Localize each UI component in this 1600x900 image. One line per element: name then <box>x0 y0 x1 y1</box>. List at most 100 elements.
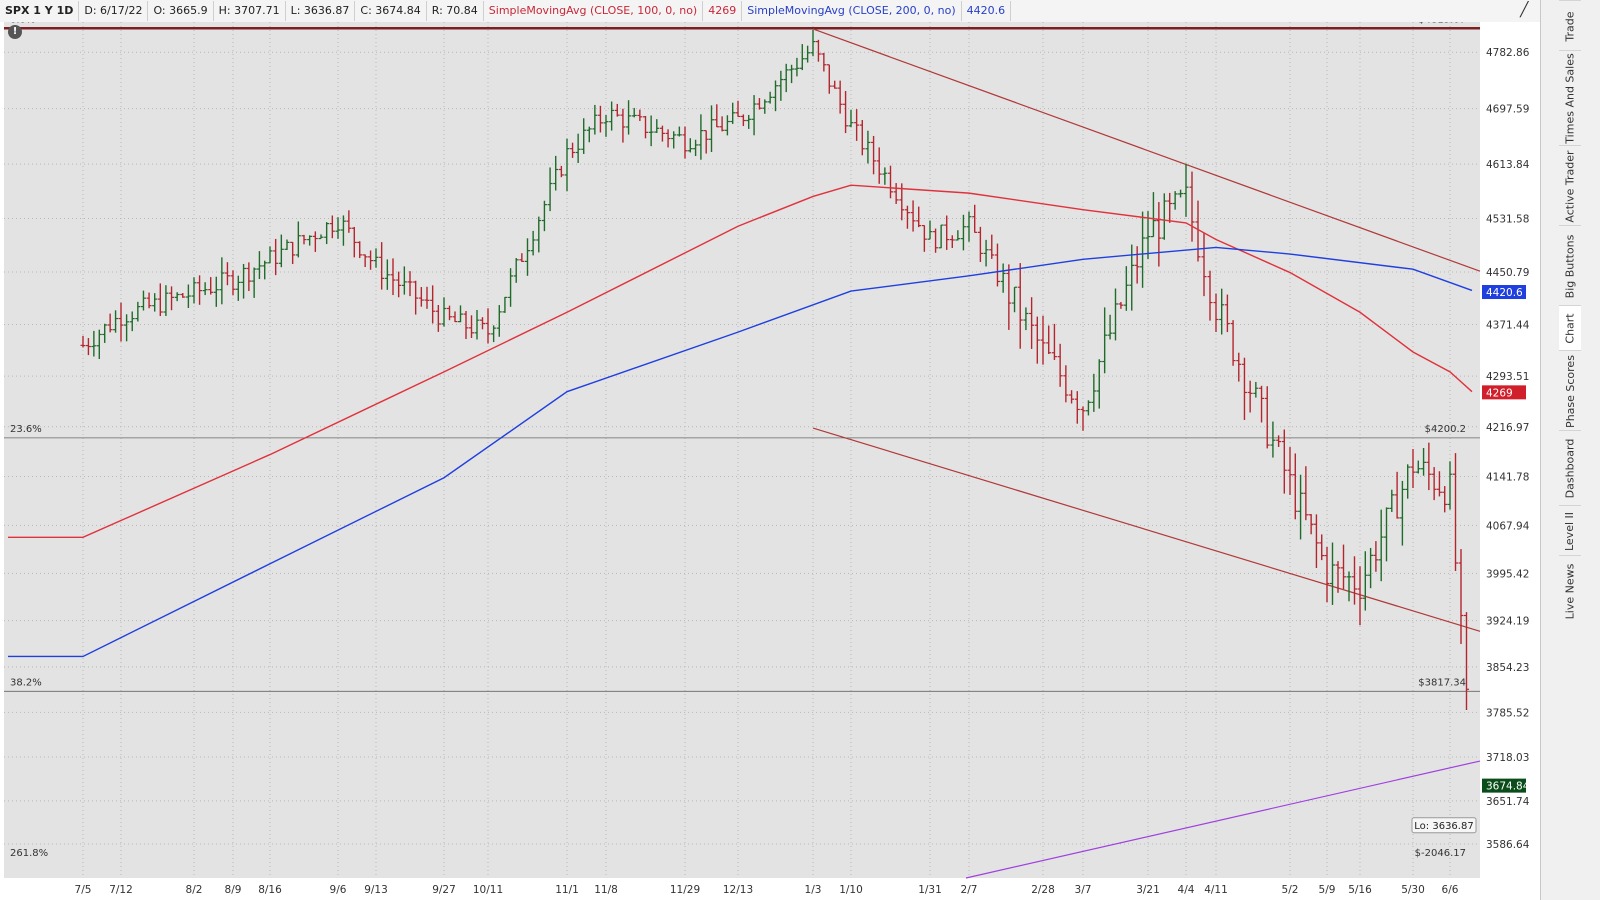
ohlc-bar <box>424 286 430 309</box>
sidebar: Trade Times And Sales Active Trader Big But… <box>1540 0 1600 900</box>
ohlc-bar <box>301 234 307 245</box>
ohlc-bar <box>219 257 225 305</box>
ohlc-bar <box>904 205 910 229</box>
ohlc-bar <box>1373 541 1379 572</box>
ohlc-bar <box>553 155 559 191</box>
symbol-label[interactable]: SPX 1 Y 1D <box>0 1 80 21</box>
ohlc-bar <box>251 267 257 298</box>
fib-price-label-3: $-2046.17 <box>1415 848 1466 859</box>
ohlc-bar <box>1118 302 1124 309</box>
ohlc-bar <box>865 130 871 164</box>
ohlc-bar <box>609 101 615 131</box>
ohlc-bar <box>496 305 502 337</box>
x-tick-label-7: 9/27 <box>432 884 456 896</box>
ohlc-bar <box>491 325 497 343</box>
ohlc-bar <box>169 286 175 311</box>
ohlc-bar <box>778 70 784 101</box>
sidebar-tab-trade[interactable]: Trade <box>1559 0 1581 51</box>
ohlc-bar <box>230 270 236 296</box>
sidebar-tab-label: Chart <box>1563 313 1577 344</box>
ohlc-bar <box>174 292 180 302</box>
ohlc-bar <box>485 308 491 344</box>
ohlc-bar <box>152 293 158 312</box>
x-tick-label-8: 10/11 <box>473 884 503 896</box>
date-readout: D: 6/17/22 <box>79 1 149 21</box>
ohlc-bar <box>1324 546 1330 603</box>
sidebar-tab-chart[interactable]: Chart <box>1559 305 1581 351</box>
x-tick-label-5: 9/6 <box>330 884 347 896</box>
y-tick-label-6: 4371.44 <box>1486 320 1530 332</box>
ohlc-bar <box>1341 544 1346 590</box>
ohlc-bar <box>390 258 396 296</box>
ohlc-bar <box>1405 464 1411 499</box>
ohlc-bar <box>1113 288 1118 341</box>
sidebar-tab-dashboard[interactable]: Dashboard <box>1559 430 1581 506</box>
ohlc-bar <box>933 228 939 253</box>
low-annotation: Lo: 3636.87 <box>1414 821 1473 832</box>
sma100-line <box>8 184 1473 539</box>
x-tick-label-13: 1/3 <box>805 884 822 896</box>
sidebar-tab-times-and-sales[interactable]: Times And Sales <box>1559 50 1581 146</box>
ohlc-bar <box>146 292 152 309</box>
price-tag-label-0: 4420.6 <box>1486 287 1523 299</box>
ohlc-bar <box>1201 233 1207 297</box>
ohlc-bar <box>246 262 252 292</box>
fib-price-label-0: $4819.07 <box>1418 22 1466 25</box>
drawing-tools-icon[interactable]: ╱ <box>1520 2 1529 18</box>
sidebar-tab-active-trader[interactable]: Active Trader <box>1559 145 1581 226</box>
ohlc-bar <box>1051 323 1057 360</box>
ohlc-bar <box>235 275 241 301</box>
ohlc-bar <box>1012 286 1018 313</box>
ohlc-bar <box>709 105 714 153</box>
ohlc-bar <box>1057 343 1063 387</box>
ohlc-bar <box>452 311 458 323</box>
ohlc-bar <box>1178 189 1184 198</box>
ohlc-bar <box>1213 293 1219 333</box>
ohlc-bar <box>1415 460 1421 474</box>
ohlc-bar <box>1230 320 1236 366</box>
ohlc-bar <box>1394 471 1400 519</box>
ohlc-bar <box>191 277 197 304</box>
ohlc-bar <box>1219 288 1225 335</box>
x-tick-label-20: 4/4 <box>1178 884 1195 896</box>
sma200-study-label[interactable]: SimpleMovingAvg (CLOSE, 200, 0, no) <box>742 1 962 21</box>
ohlc-bar <box>418 287 424 307</box>
moving-averages <box>8 184 1473 658</box>
sidebar-tab-label: Trade <box>1563 10 1577 42</box>
ohlc-bar <box>876 147 882 184</box>
ohlc-bar <box>480 317 485 330</box>
sidebar-tab-level-ii[interactable]: Level II <box>1559 505 1581 556</box>
ohlc-bar <box>1464 612 1469 710</box>
ohlc-bar <box>1330 542 1335 605</box>
plot-area[interactable] <box>4 22 1480 878</box>
ohlc-bar <box>966 211 972 242</box>
ohlc-bar <box>135 301 141 322</box>
ohlc-bar <box>614 103 620 117</box>
ohlc-bar <box>278 234 284 268</box>
ohlc-bar <box>659 125 665 142</box>
fib-level-label-2: 38.2% <box>10 677 42 688</box>
ohlc-bar <box>129 311 135 332</box>
y-tick-label-12: 3924.19 <box>1486 616 1529 628</box>
ohlc-bar <box>1096 359 1102 409</box>
ohlc-bar <box>575 133 581 163</box>
sma100-study-label[interactable]: SimpleMovingAvg (CLOSE, 100, 0, no) <box>484 1 704 21</box>
ohlc-bar <box>955 230 961 241</box>
ohlc-bar <box>832 80 838 89</box>
ohlc-bar <box>671 131 677 149</box>
ohlc-bar <box>799 44 805 71</box>
price-chart[interactable]: 4869.684782.864697.594613.844531.584450.… <box>0 22 1540 900</box>
sidebar-tab-live-news[interactable]: Live News <box>1559 555 1581 626</box>
ohlc-bar <box>815 39 821 62</box>
ohlc-bar <box>1298 474 1304 540</box>
ohlc-bar <box>570 142 576 158</box>
ohlc-bar <box>1458 549 1464 645</box>
ohlc-bar <box>1085 400 1091 416</box>
ohlc-bar <box>1264 386 1270 449</box>
x-tick-label-11: 11/29 <box>670 884 700 896</box>
ohlc-bar <box>882 167 888 185</box>
info-icon[interactable]: ! <box>8 25 22 39</box>
ohlc-bar <box>307 235 313 246</box>
sidebar-tab-phase-scores[interactable]: Phase Scores <box>1559 350 1581 431</box>
sidebar-tab-big-buttons[interactable]: Big Buttons <box>1559 225 1581 306</box>
